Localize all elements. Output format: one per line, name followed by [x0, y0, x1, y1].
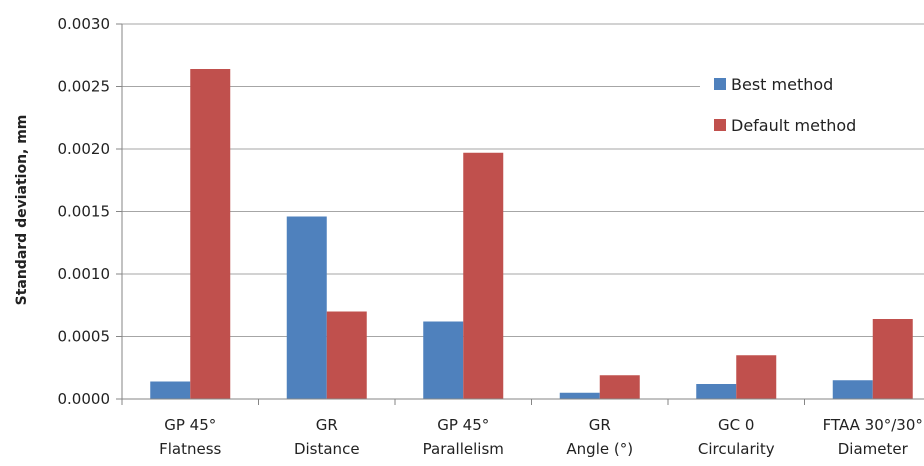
legend-swatch — [714, 78, 726, 90]
y-tick-label: 0.0000 — [58, 390, 111, 408]
x-tick-label: GC 0 — [718, 416, 754, 434]
bar-default-method — [190, 69, 231, 399]
bar-best-method — [832, 380, 873, 399]
x-tick-label: Circularity — [698, 440, 775, 458]
x-tick-label: Parallelism — [423, 440, 504, 458]
bar-best-method — [696, 384, 737, 399]
y-tick-label: 0.0030 — [58, 15, 111, 33]
y-tick-label: 0.0005 — [58, 328, 111, 346]
x-tick-label: GR — [316, 416, 338, 434]
bar-default-method — [736, 355, 777, 399]
y-tick-label: 0.0020 — [58, 140, 111, 158]
x-tick-label: Angle (°) — [566, 440, 633, 458]
axes — [116, 23, 924, 405]
bar-best-method — [150, 381, 191, 399]
legend-box — [700, 62, 924, 144]
x-tick-labels: GP 45° Flatness GR Distance GP 45° Parallelis… — [159, 416, 923, 458]
y-axis-title: Standard deviation, mm — [14, 115, 30, 306]
x-tick-label: Diameter — [838, 440, 909, 458]
x-tick-label: Flatness — [159, 440, 221, 458]
bar-default-method — [463, 152, 504, 399]
x-tick-label: Distance — [294, 440, 360, 458]
bar-best-method — [423, 321, 464, 399]
x-tick-label: GP 45° — [164, 416, 216, 434]
gridlines — [122, 23, 924, 337]
y-tick-label: 0.0015 — [58, 203, 111, 221]
legend: Best method Default method — [700, 62, 924, 144]
bar-default-method — [326, 311, 367, 399]
bars — [150, 69, 913, 399]
bar-best-method — [559, 392, 600, 399]
y-tick-label: 0.0025 — [58, 78, 111, 96]
y-tick-label: 0.0010 — [58, 265, 111, 283]
bar-best-method — [286, 216, 327, 399]
legend-label: Default method — [731, 116, 856, 135]
legend-label: Best method — [731, 75, 833, 94]
x-tick-label: GR — [589, 416, 611, 434]
bar-default-method — [599, 375, 640, 399]
y-tick-labels: 0.0000 0.0005 0.0010 0.0015 0.0020 0.0025 0.00… — [58, 15, 111, 408]
bar-default-method — [872, 319, 913, 399]
legend-swatch — [714, 119, 726, 131]
x-tick-label: FTAA 30°/30° — [823, 416, 923, 434]
x-tick-label: GP 45° — [437, 416, 489, 434]
